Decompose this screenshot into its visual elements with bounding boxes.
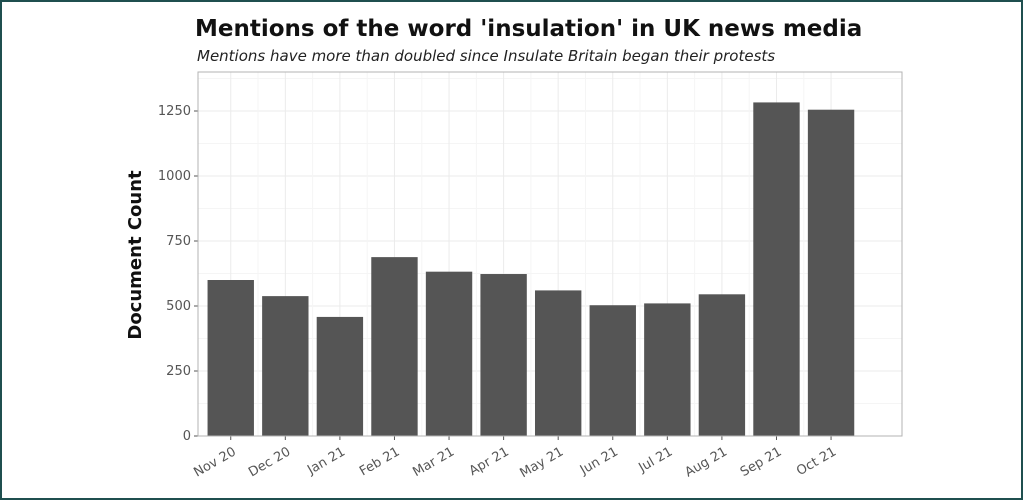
y-tick-label: 1000 xyxy=(158,169,191,184)
bar-mar-21 xyxy=(425,271,473,436)
x-tick-label: Nov 20 xyxy=(191,444,238,480)
bar-may-21 xyxy=(534,290,582,436)
y-tick-label: 500 xyxy=(166,299,191,314)
x-tick-label: May 21 xyxy=(517,444,566,481)
bar-oct-21 xyxy=(807,109,855,436)
y-tick-label: 1250 xyxy=(158,104,191,119)
chart-subtitle: Mentions have more than doubled since In… xyxy=(197,47,775,65)
x-tick-label: Jan 21 xyxy=(304,444,348,478)
x-tick-label: Aug 21 xyxy=(683,444,730,480)
x-tick-label: Sep 21 xyxy=(738,444,785,480)
x-tick-label: Dec 20 xyxy=(246,444,293,480)
bar-feb-21 xyxy=(371,257,418,436)
y-tick-label: 250 xyxy=(166,364,191,379)
y-tick-label: 750 xyxy=(166,234,191,249)
y-axis-label: Document Count xyxy=(125,170,146,340)
bar-jan-21 xyxy=(316,316,364,436)
x-ticks: Nov 20 Dec 20 Jan 21 Feb 21 Mar 21 Apr 21 May … xyxy=(191,436,839,481)
x-tick-label: Mar 21 xyxy=(410,444,457,480)
bar-nov-20 xyxy=(207,280,254,436)
x-tick-label: Jul 21 xyxy=(635,444,675,476)
bar-apr-21 xyxy=(480,274,527,436)
chart-title: Mentions of the word 'insulation' in UK … xyxy=(195,16,862,42)
bar-sep-21 xyxy=(753,102,800,437)
x-tick-label: Feb 21 xyxy=(357,444,402,479)
x-tick-label: Oct 21 xyxy=(794,444,839,479)
x-tick-label: Apr 21 xyxy=(467,444,512,479)
bar-jun-21 xyxy=(589,305,636,436)
y-ticks: 0 250 500 750 1000 1250 xyxy=(158,104,198,444)
y-tick-label: 0 xyxy=(183,429,191,444)
x-tick-label: Jun 21 xyxy=(577,444,621,478)
bar-dec-20 xyxy=(262,296,309,436)
bars-layer xyxy=(207,102,855,437)
bar-jul-21 xyxy=(644,303,691,436)
panel-border xyxy=(197,71,903,437)
bar-aug-21 xyxy=(698,294,746,436)
